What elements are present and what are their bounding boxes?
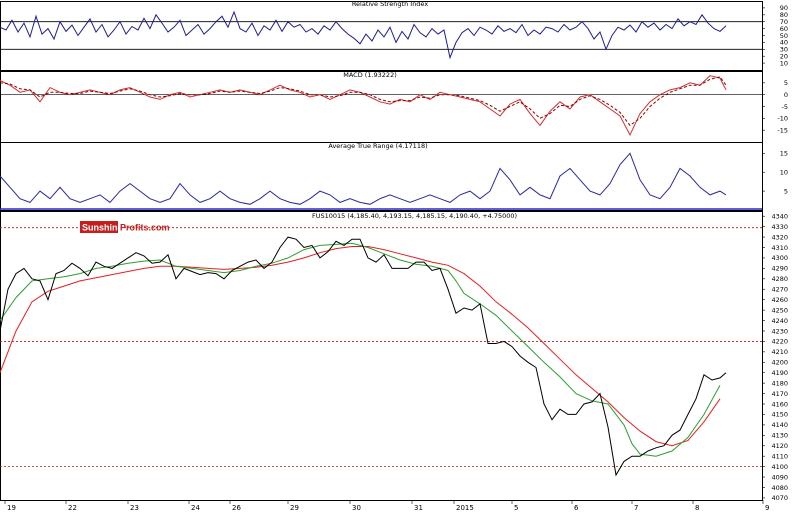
x-tick-label: 24 — [191, 504, 200, 512]
y-tick-label: 4250 — [771, 306, 788, 314]
x-tick-label: 29 — [290, 504, 299, 512]
y-tick-label: 4240 — [771, 317, 788, 325]
x-tick-label: 2015 — [456, 504, 474, 512]
y-tick-label: 4320 — [771, 233, 788, 241]
rsi-panel: Relative Strength Index 9080706050403020… — [0, 0, 788, 71]
y-tick-label: 4160 — [771, 400, 788, 408]
y-tick-label: 4170 — [771, 390, 788, 398]
atr-line — [0, 152, 727, 205]
price-reference-lines — [0, 227, 762, 468]
x-tick-label: 23 — [130, 504, 139, 512]
y-tick-label: 4220 — [771, 338, 788, 346]
macd-line — [0, 75, 727, 137]
brand-logo-box — [80, 221, 118, 233]
y-tick-label: 4330 — [771, 223, 788, 231]
y-tick-label: 4300 — [771, 254, 788, 262]
y-tick-label: 4200 — [771, 359, 788, 367]
short-moving-average-line — [0, 242, 721, 457]
y-tick-label: 80 — [780, 11, 788, 19]
price-frame — [0, 211, 763, 501]
macd-title: MACD (1.93222) — [343, 71, 397, 79]
macd-panel: MACD (1.93222) 5 0 -5 -10 -15 — [0, 71, 788, 143]
y-tick-label: -10 — [777, 115, 788, 123]
brand-logo: Sunshine Profits.com — [80, 221, 170, 233]
y-tick-label: 0 — [784, 91, 788, 99]
x-axis-ticks: 19 22 23 24 26 29 30 31 2015 5 6 7 8 9 — [4, 500, 769, 512]
rsi-reference-lines — [0, 21, 762, 50]
y-tick-label: 4150 — [771, 411, 788, 419]
price-panel: FUS10015 (4,185.40, 4,193.15, 4,185.15, … — [0, 211, 788, 502]
y-tick-label: 60 — [780, 25, 788, 33]
y-tick-label: 4070 — [771, 494, 788, 502]
y-tick-label: 4180 — [771, 379, 788, 387]
y-tick-label: 10 — [780, 169, 788, 177]
rsi-line — [0, 10, 727, 60]
x-tick-label: 8 — [695, 504, 699, 512]
y-tick-label: 4190 — [771, 369, 788, 377]
x-tick-label: 31 — [414, 504, 423, 512]
y-tick-label: 40 — [780, 39, 788, 47]
y-tick-label: 5 — [784, 79, 788, 87]
y-tick-label: 4210 — [771, 348, 788, 356]
price-title: FUS10015 (4,185.40, 4,193.15, 4,185.15, … — [312, 212, 517, 220]
rsi-title: Relative Strength Index — [352, 0, 429, 8]
y-tick-label: -15 — [777, 126, 788, 134]
x-tick-label: 26 — [232, 504, 241, 512]
x-tick-label: 6 — [574, 504, 579, 512]
y-tick-label: 50 — [780, 32, 788, 40]
y-tick-label: 4140 — [771, 421, 788, 429]
y-tick-label: 4270 — [771, 286, 788, 294]
y-tick-label: 4290 — [771, 265, 788, 273]
x-tick-label: 9 — [765, 504, 769, 512]
y-tick-label: 90 — [780, 4, 788, 12]
y-tick-label: 4280 — [771, 275, 788, 283]
x-tick-label: 30 — [352, 504, 361, 512]
y-tick-label: 20 — [780, 53, 788, 61]
rsi-frame — [0, 1, 763, 71]
atr-title: Average True Range (4.17118) — [328, 142, 427, 150]
y-tick-label: 4110 — [771, 452, 788, 460]
y-tick-label: 15 — [780, 150, 788, 158]
y-tick-label: 4230 — [771, 327, 788, 335]
price-line — [0, 236, 727, 477]
macd-signal-line — [0, 76, 727, 127]
y-tick-label: -5 — [782, 103, 788, 111]
y-tick-label: 4080 — [771, 484, 788, 492]
x-tick-label: 19 — [7, 504, 16, 512]
y-tick-label: 4260 — [771, 296, 788, 304]
macd-y-ticks: 5 0 -5 -10 -15 — [0, 79, 788, 134]
y-tick-label: 70 — [780, 18, 788, 26]
y-tick-label: 4130 — [771, 432, 788, 440]
atr-panel: Average True Range (4.17118) 15 10 5 — [0, 142, 788, 211]
y-tick-label: 4340 — [771, 213, 788, 221]
brand-logo-part1: Sunshine — [82, 223, 123, 233]
atr-y-ticks: 15 10 5 — [762, 150, 788, 195]
x-tick-label: 22 — [68, 504, 77, 512]
x-tick-label: 5 — [514, 504, 518, 512]
brand-logo-part2: Profits.com — [120, 223, 170, 233]
y-tick-label: 10 — [780, 59, 788, 67]
y-tick-label: 4310 — [771, 244, 788, 252]
y-tick-label: 4100 — [771, 463, 788, 471]
y-tick-label: 30 — [780, 46, 788, 54]
x-tick-label: 7 — [634, 504, 638, 512]
y-tick-label: 4120 — [771, 442, 788, 450]
y-tick-label: 4090 — [771, 473, 788, 481]
price-y-ticks: 4340 4330 4320 4310 4300 4290 4280 4270 4260 4250… — [762, 213, 788, 502]
y-tick-label: 5 — [784, 187, 788, 195]
